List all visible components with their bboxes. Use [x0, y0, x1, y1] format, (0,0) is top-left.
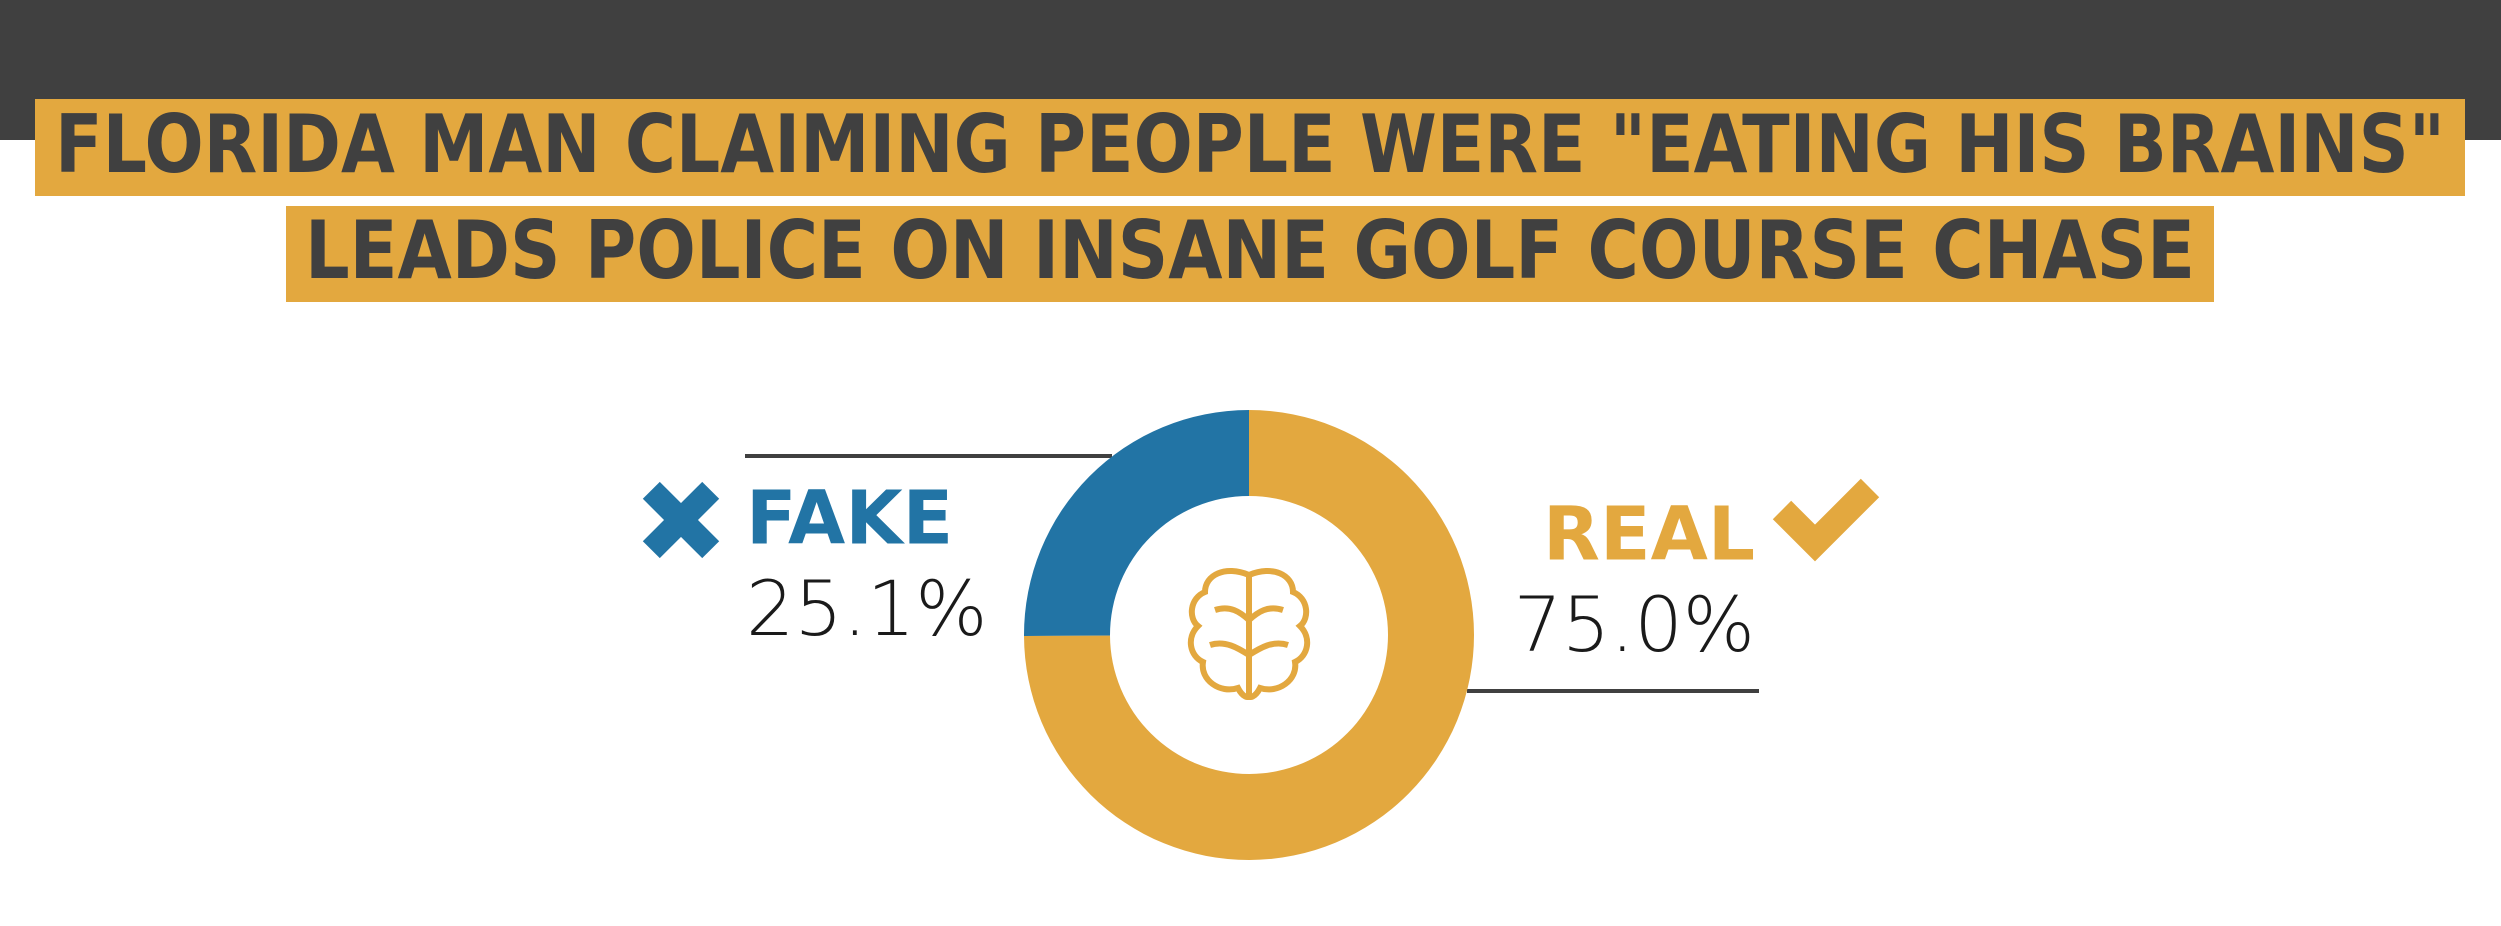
donut [1023, 410, 1474, 860]
title-highlight [35, 99, 2465, 196]
category-label: REAL [1543, 492, 1755, 578]
value-label: 25.1% [746, 564, 987, 653]
donut-slice [1023, 410, 1249, 637]
donut-slice [1024, 410, 1474, 860]
value-label: 75.0% [1514, 580, 1755, 669]
title-line: LEADS POLICE ON INSANE GOLF COURSE CHASE [305, 204, 2195, 297]
title-highlight [286, 206, 2214, 302]
category-label: FAKE [746, 476, 953, 562]
cross-icon [642, 481, 720, 559]
title-line: FLORIDA MAN CLAIMING PEOPLE WERE "EATING… [55, 98, 2445, 191]
check-icon [1772, 478, 1880, 562]
brain-icon [1187, 568, 1311, 700]
